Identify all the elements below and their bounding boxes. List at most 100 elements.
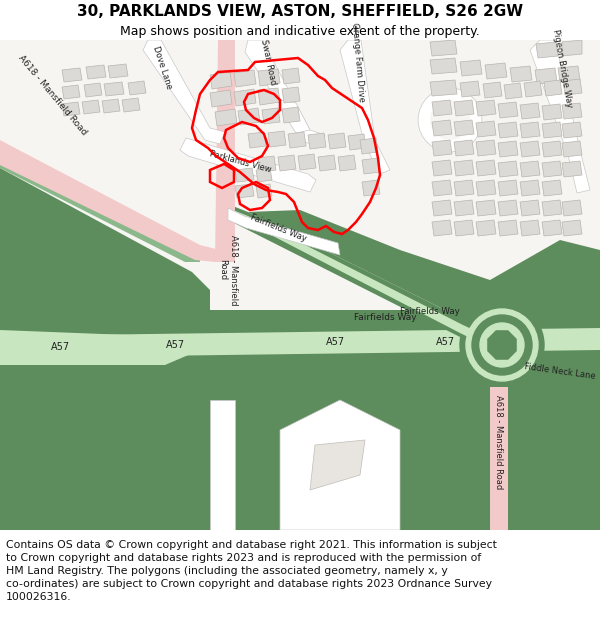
Polygon shape bbox=[360, 138, 378, 154]
Polygon shape bbox=[238, 108, 260, 125]
Polygon shape bbox=[256, 168, 272, 182]
Polygon shape bbox=[562, 141, 582, 157]
Polygon shape bbox=[476, 220, 496, 236]
Polygon shape bbox=[430, 40, 457, 56]
Polygon shape bbox=[520, 161, 540, 177]
Polygon shape bbox=[338, 155, 356, 171]
Polygon shape bbox=[498, 141, 518, 157]
Polygon shape bbox=[248, 210, 600, 355]
Polygon shape bbox=[0, 320, 600, 365]
Text: Dove Lane: Dove Lane bbox=[151, 45, 173, 91]
Polygon shape bbox=[536, 42, 558, 58]
Polygon shape bbox=[563, 79, 582, 95]
Polygon shape bbox=[476, 200, 496, 216]
Polygon shape bbox=[143, 40, 225, 144]
Polygon shape bbox=[310, 440, 365, 490]
Polygon shape bbox=[558, 66, 580, 82]
Polygon shape bbox=[228, 205, 498, 355]
Polygon shape bbox=[282, 68, 300, 84]
Polygon shape bbox=[498, 180, 518, 196]
Text: Pigeon Bridge Way: Pigeon Bridge Way bbox=[551, 28, 574, 108]
Polygon shape bbox=[483, 82, 502, 98]
Circle shape bbox=[472, 315, 532, 375]
Polygon shape bbox=[245, 40, 325, 147]
Polygon shape bbox=[542, 220, 562, 236]
Polygon shape bbox=[0, 168, 210, 330]
Polygon shape bbox=[0, 330, 205, 365]
Circle shape bbox=[480, 323, 524, 367]
Polygon shape bbox=[340, 40, 390, 174]
Text: 100026316.: 100026316. bbox=[6, 592, 71, 602]
Polygon shape bbox=[62, 85, 80, 99]
Polygon shape bbox=[498, 161, 518, 177]
Polygon shape bbox=[258, 88, 280, 105]
Circle shape bbox=[466, 309, 538, 381]
Polygon shape bbox=[542, 141, 562, 157]
Text: 30, PARKLANDS VIEW, ASTON, SHEFFIELD, S26 2GW: 30, PARKLANDS VIEW, ASTON, SHEFFIELD, S2… bbox=[77, 4, 523, 19]
Text: A57: A57 bbox=[325, 337, 344, 347]
Polygon shape bbox=[476, 180, 496, 196]
Polygon shape bbox=[460, 60, 482, 76]
Polygon shape bbox=[84, 83, 102, 97]
Polygon shape bbox=[476, 140, 496, 156]
Polygon shape bbox=[288, 132, 306, 148]
Polygon shape bbox=[318, 155, 336, 171]
Text: Grange Farm Drive: Grange Farm Drive bbox=[350, 22, 366, 102]
Polygon shape bbox=[362, 158, 380, 174]
Text: co-ordinates) are subject to Crown copyright and database rights 2023 Ordnance S: co-ordinates) are subject to Crown copyr… bbox=[6, 579, 492, 589]
Polygon shape bbox=[535, 68, 557, 84]
Polygon shape bbox=[86, 65, 106, 79]
Polygon shape bbox=[562, 122, 582, 138]
Text: A57: A57 bbox=[436, 337, 455, 347]
Polygon shape bbox=[0, 140, 220, 262]
Polygon shape bbox=[262, 108, 280, 124]
Polygon shape bbox=[230, 210, 495, 350]
Polygon shape bbox=[210, 400, 235, 530]
Polygon shape bbox=[498, 220, 518, 236]
Text: Fairfields Way: Fairfields Way bbox=[400, 308, 460, 316]
Polygon shape bbox=[476, 160, 496, 176]
Polygon shape bbox=[298, 154, 316, 170]
Polygon shape bbox=[498, 200, 518, 216]
Polygon shape bbox=[542, 161, 562, 177]
Polygon shape bbox=[454, 220, 474, 236]
Polygon shape bbox=[235, 365, 490, 530]
Text: Fairfields Way: Fairfields Way bbox=[353, 314, 416, 322]
Polygon shape bbox=[520, 103, 540, 119]
Polygon shape bbox=[308, 133, 326, 149]
Polygon shape bbox=[498, 122, 518, 138]
Polygon shape bbox=[122, 98, 140, 112]
Text: A57: A57 bbox=[166, 340, 185, 350]
Polygon shape bbox=[454, 140, 474, 156]
Polygon shape bbox=[487, 330, 517, 360]
Polygon shape bbox=[544, 80, 562, 96]
Polygon shape bbox=[454, 180, 474, 196]
Polygon shape bbox=[235, 184, 254, 198]
Polygon shape bbox=[485, 63, 507, 79]
Polygon shape bbox=[520, 200, 540, 216]
Polygon shape bbox=[490, 387, 508, 530]
Polygon shape bbox=[282, 87, 300, 103]
Polygon shape bbox=[62, 68, 82, 82]
Polygon shape bbox=[520, 141, 540, 157]
Polygon shape bbox=[128, 81, 146, 95]
Polygon shape bbox=[348, 134, 366, 150]
Polygon shape bbox=[0, 365, 210, 530]
Polygon shape bbox=[508, 387, 600, 530]
Polygon shape bbox=[278, 155, 296, 171]
Polygon shape bbox=[476, 100, 496, 116]
Text: Map shows position and indicative extent of the property.: Map shows position and indicative extent… bbox=[120, 25, 480, 38]
Polygon shape bbox=[102, 99, 120, 113]
Polygon shape bbox=[530, 40, 590, 193]
Polygon shape bbox=[520, 220, 540, 236]
Polygon shape bbox=[454, 100, 474, 116]
Polygon shape bbox=[432, 120, 452, 136]
Polygon shape bbox=[542, 180, 562, 196]
Polygon shape bbox=[215, 40, 235, 262]
Text: Contains OS data © Crown copyright and database right 2021. This information is : Contains OS data © Crown copyright and d… bbox=[6, 540, 497, 550]
Text: Parklands View: Parklands View bbox=[208, 149, 272, 174]
Polygon shape bbox=[432, 100, 452, 116]
Polygon shape bbox=[228, 208, 340, 255]
Polygon shape bbox=[432, 220, 452, 236]
Polygon shape bbox=[430, 58, 457, 74]
